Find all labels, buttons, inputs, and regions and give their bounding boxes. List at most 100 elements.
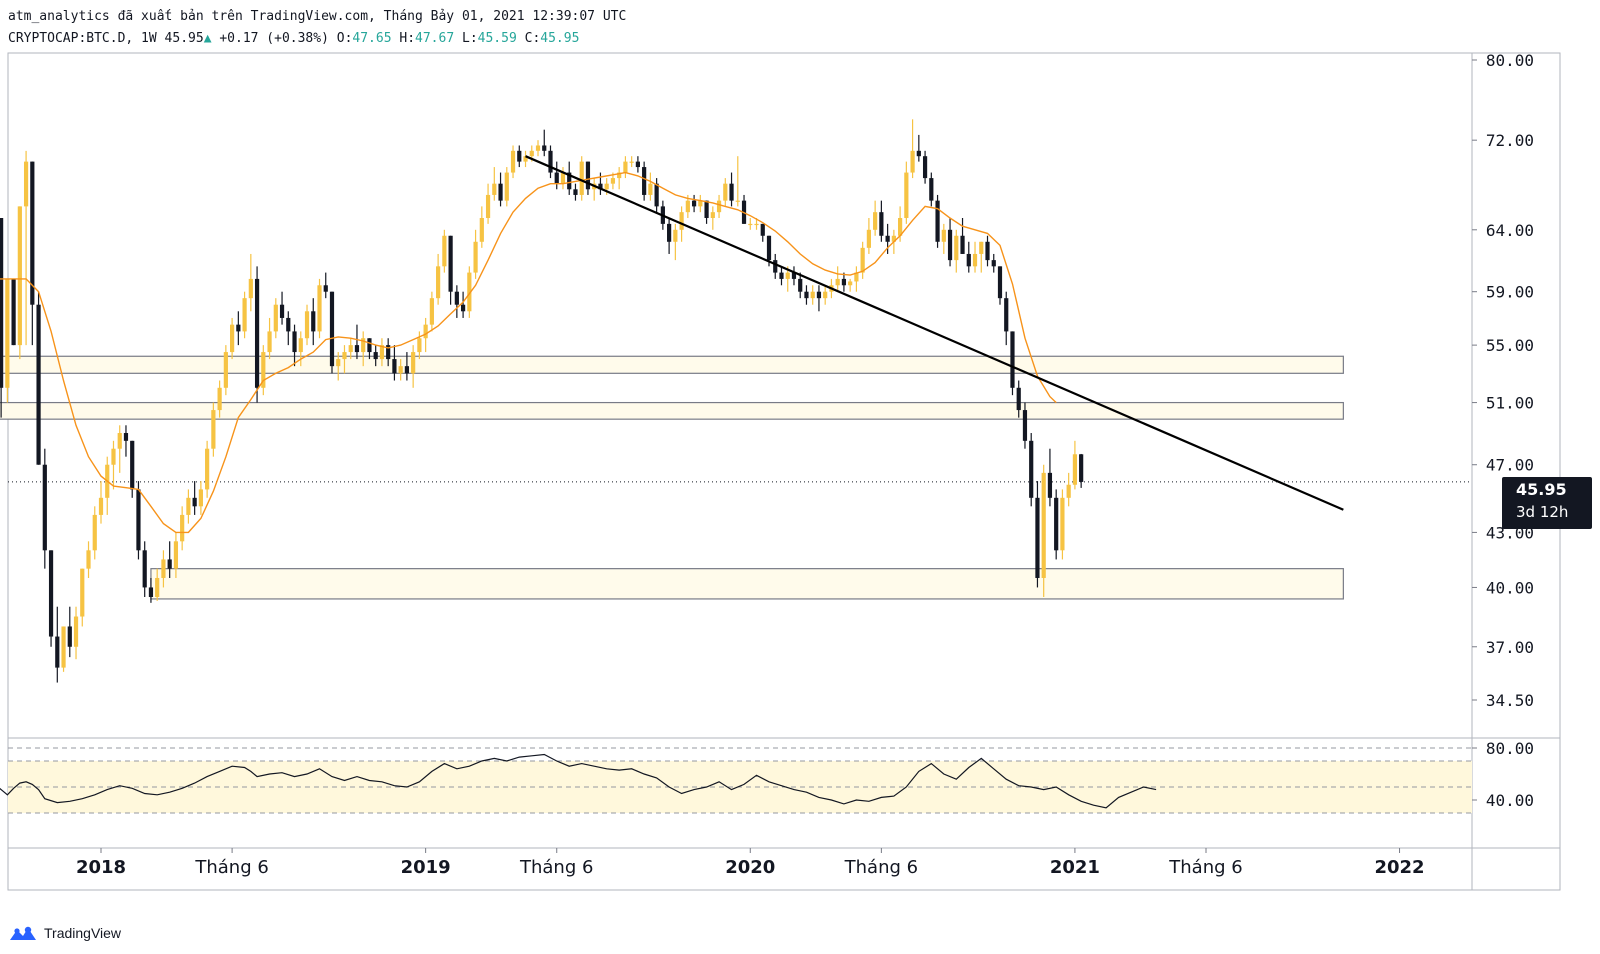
candle-body bbox=[211, 410, 216, 449]
candle bbox=[48, 550, 54, 647]
candle bbox=[373, 345, 378, 367]
candle bbox=[704, 200, 709, 224]
candle bbox=[748, 218, 753, 230]
candle bbox=[623, 156, 628, 179]
candle-body bbox=[1004, 298, 1009, 332]
candle-body bbox=[723, 183, 728, 201]
candle bbox=[991, 253, 996, 273]
candle-body bbox=[442, 235, 447, 267]
candle-body bbox=[997, 266, 1003, 299]
candle-body bbox=[947, 229, 953, 261]
candle-body bbox=[30, 161, 35, 305]
candle bbox=[223, 345, 228, 396]
candle bbox=[904, 161, 909, 224]
candle-body bbox=[180, 514, 185, 542]
candle bbox=[1035, 481, 1040, 588]
candle-body bbox=[161, 559, 166, 578]
candle-body bbox=[585, 161, 591, 190]
candle-body bbox=[492, 183, 497, 195]
candle-body bbox=[236, 324, 241, 332]
candle-body bbox=[311, 311, 316, 332]
candle bbox=[242, 291, 247, 339]
candle bbox=[429, 291, 434, 332]
candle bbox=[329, 291, 335, 374]
candle bbox=[230, 317, 235, 360]
candle bbox=[698, 194, 703, 213]
candle-body bbox=[130, 440, 135, 490]
candle-body bbox=[467, 272, 472, 312]
candle-body bbox=[617, 172, 622, 179]
candle bbox=[386, 338, 391, 367]
candle bbox=[73, 606, 79, 660]
candle bbox=[729, 172, 734, 207]
chart-frame bbox=[7, 52, 1561, 891]
candle-body bbox=[885, 235, 890, 242]
candle bbox=[1072, 440, 1078, 490]
publish-info: atm_analytics đã xuất bản trên TradingVi… bbox=[8, 9, 627, 24]
candle-body bbox=[673, 229, 678, 242]
candle bbox=[517, 145, 522, 168]
candle bbox=[423, 317, 428, 353]
candle-body bbox=[61, 626, 66, 668]
candle bbox=[916, 134, 921, 162]
candle bbox=[186, 489, 191, 524]
candle-body bbox=[798, 278, 803, 292]
candle-body bbox=[710, 212, 715, 219]
candle-body bbox=[623, 161, 628, 173]
time-tick-label: Tháng 6 bbox=[519, 857, 593, 878]
candle bbox=[966, 241, 971, 273]
candle-body bbox=[48, 550, 54, 637]
candle bbox=[23, 150, 29, 346]
candle bbox=[5, 278, 10, 403]
candle-body bbox=[667, 223, 672, 242]
candle bbox=[1010, 331, 1015, 396]
low-label: L: bbox=[462, 31, 478, 46]
candle bbox=[635, 156, 640, 173]
candle-body bbox=[691, 200, 697, 207]
footer-brand[interactable]: TradingView bbox=[8, 924, 121, 942]
candle-body bbox=[1016, 387, 1021, 411]
candle-body bbox=[922, 156, 928, 179]
candle bbox=[436, 253, 441, 305]
candle bbox=[167, 541, 172, 578]
candle-body bbox=[192, 497, 197, 507]
candle bbox=[86, 541, 91, 578]
candle-body bbox=[804, 291, 809, 299]
candle-body bbox=[411, 352, 416, 374]
candle-body bbox=[398, 366, 403, 374]
candle-body bbox=[367, 338, 372, 353]
candle-body bbox=[223, 352, 228, 388]
candle-body bbox=[155, 577, 160, 598]
candle-body bbox=[604, 183, 609, 190]
candle-body bbox=[279, 304, 285, 318]
candle-body bbox=[454, 291, 459, 305]
price-tick-label: 59.00 bbox=[1486, 283, 1534, 302]
candle bbox=[779, 266, 784, 286]
candle-body bbox=[698, 200, 703, 207]
candle-body bbox=[810, 291, 815, 299]
candle-body bbox=[136, 489, 141, 551]
candle-body bbox=[148, 587, 154, 598]
candle bbox=[361, 331, 366, 367]
candle-body bbox=[142, 550, 147, 588]
candle-body bbox=[86, 550, 91, 569]
high-value: 47.67 bbox=[415, 31, 455, 46]
price-tick-label: 34.50 bbox=[1486, 691, 1534, 710]
candle-body bbox=[1041, 472, 1046, 578]
candle-body bbox=[510, 150, 516, 173]
candle bbox=[142, 541, 147, 598]
candle-body bbox=[1047, 472, 1053, 498]
candle-body bbox=[304, 311, 310, 339]
symbol-interval: CRYPTOCAP:BTC.D, 1W bbox=[8, 31, 157, 46]
candle-body bbox=[791, 272, 797, 279]
candle-body bbox=[610, 178, 616, 184]
candle bbox=[648, 172, 653, 201]
candle-body bbox=[0, 218, 4, 388]
candle-body bbox=[198, 489, 203, 507]
candle-body bbox=[292, 331, 297, 353]
candle-body bbox=[267, 331, 272, 353]
candle bbox=[667, 218, 672, 254]
candle-body bbox=[123, 433, 129, 441]
candle-body bbox=[642, 167, 647, 195]
